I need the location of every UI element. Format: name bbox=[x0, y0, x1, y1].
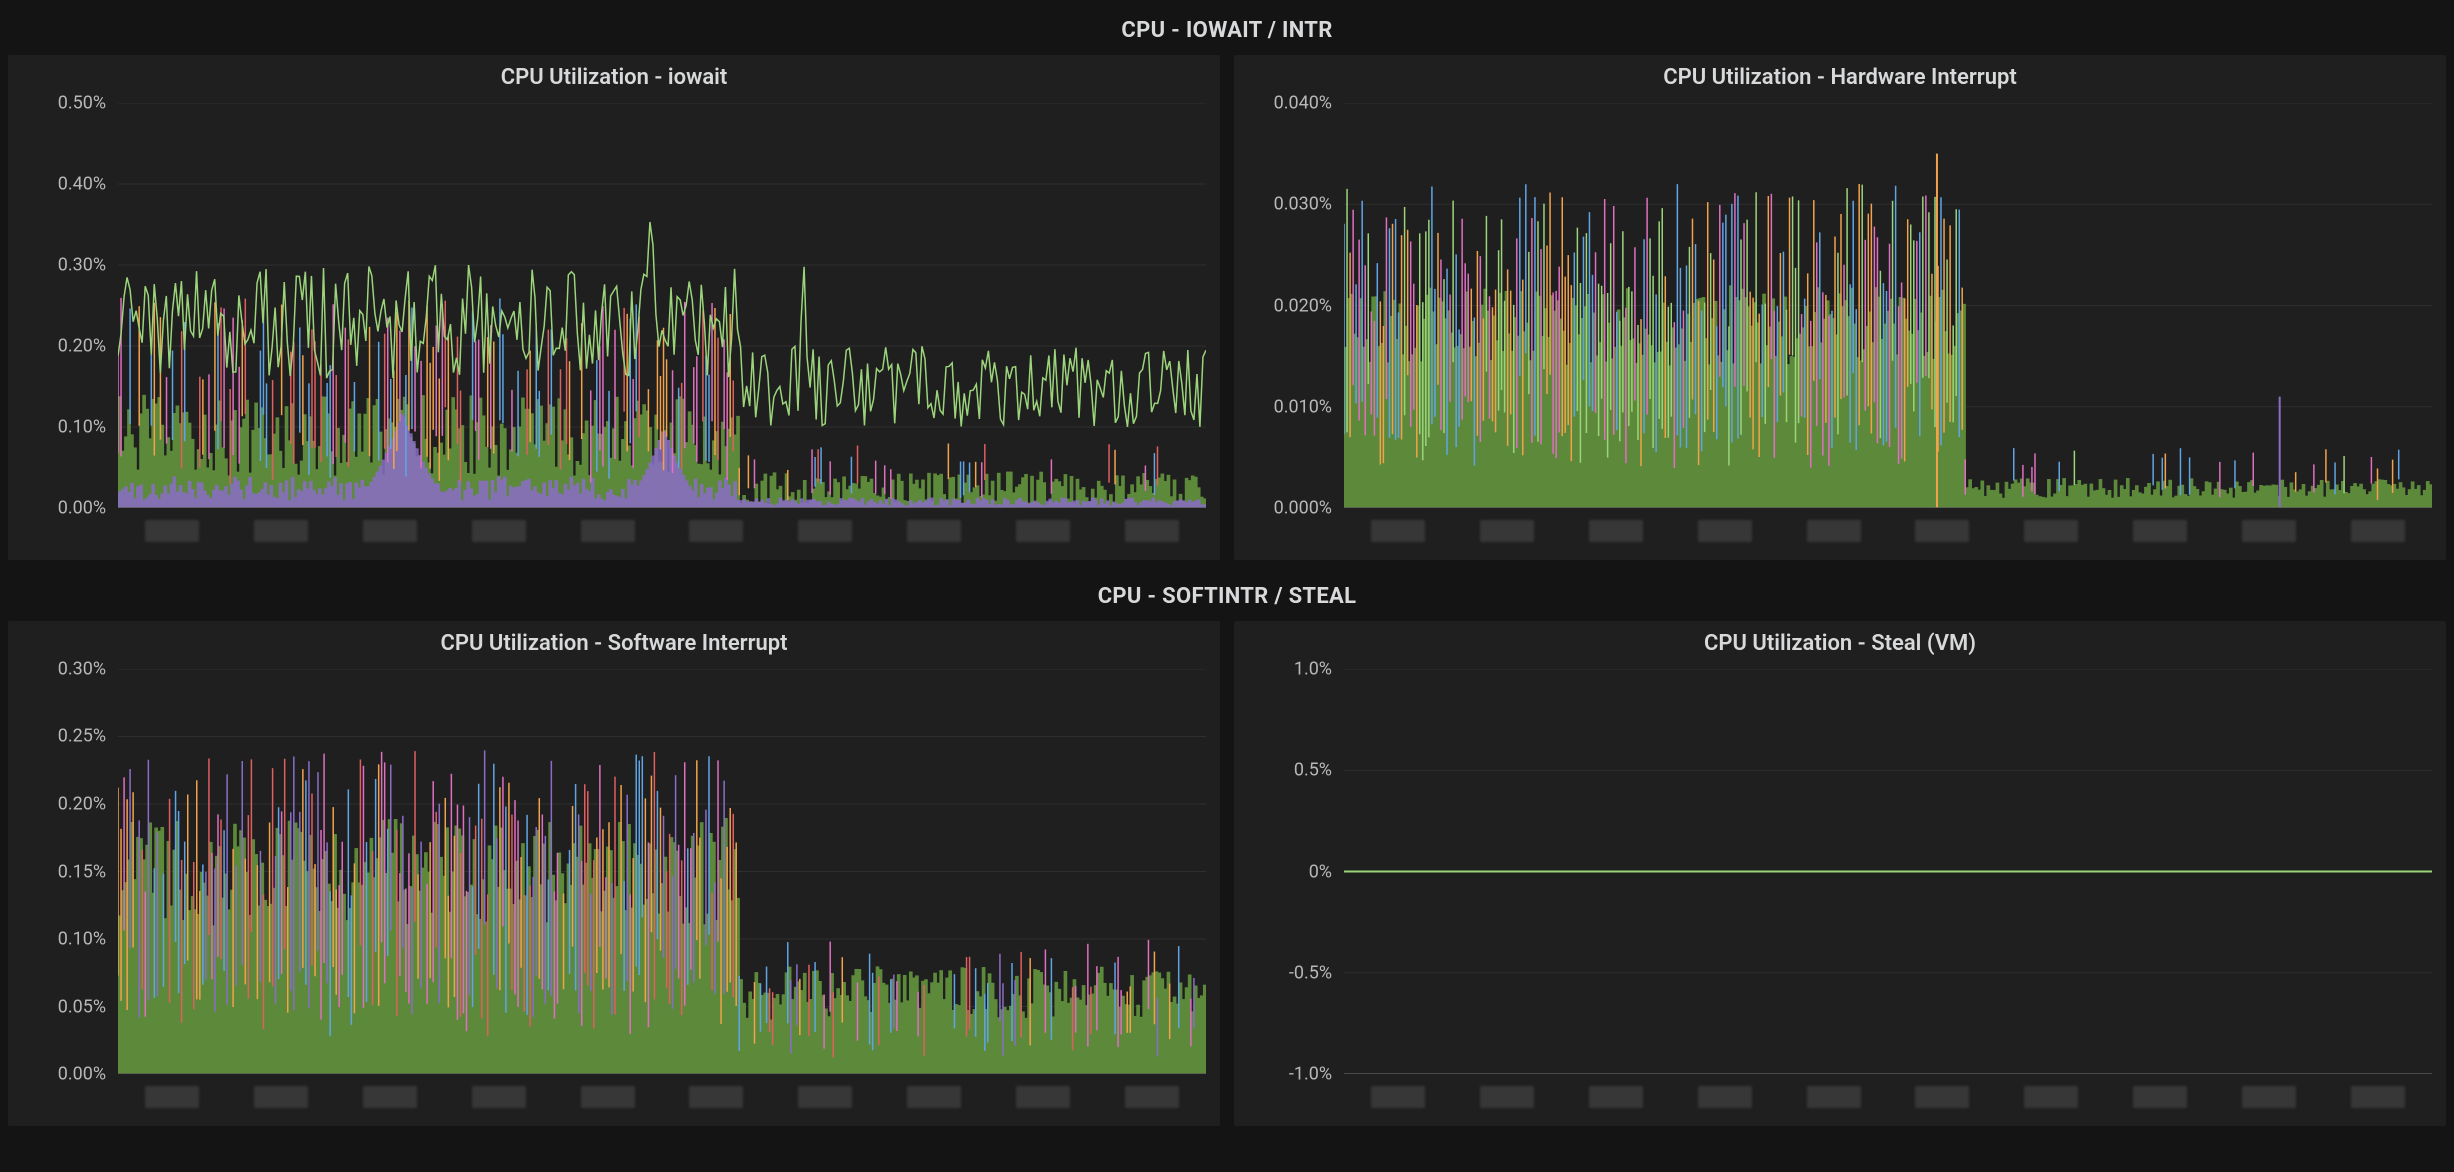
x-tick-redacted bbox=[254, 1086, 308, 1108]
y-tick-label: 0.040% bbox=[1274, 93, 1332, 114]
x-tick-redacted bbox=[689, 520, 743, 542]
x-tick-redacted bbox=[1807, 520, 1861, 542]
panel-row: CPU Utilization - Software Interrupt 0.00… bbox=[8, 621, 2446, 1126]
y-axis: 0.000%0.010%0.020%0.030%0.040% bbox=[1234, 103, 1340, 508]
dashboard: CPU - IOWAIT / INTRCPU Utilization - iow… bbox=[0, 0, 2454, 1148]
panel-title: CPU Utilization - Software Interrupt bbox=[8, 621, 1220, 662]
y-axis: 0.00%0.05%0.10%0.15%0.20%0.25%0.30% bbox=[8, 669, 114, 1074]
row-header[interactable]: CPU - SOFTINTR / STEAL bbox=[8, 574, 2446, 621]
x-axis bbox=[1344, 520, 2432, 550]
x-tick-redacted bbox=[145, 520, 199, 542]
x-tick-redacted bbox=[1698, 520, 1752, 542]
x-axis bbox=[1344, 1086, 2432, 1116]
x-tick-redacted bbox=[472, 520, 526, 542]
row-header[interactable]: CPU - IOWAIT / INTR bbox=[8, 8, 2446, 55]
x-tick-redacted bbox=[1125, 520, 1179, 542]
panel-row: CPU Utilization - iowait 0.00% 0.10% 0.20% 0… bbox=[8, 55, 2446, 560]
x-tick-redacted bbox=[689, 1086, 743, 1108]
x-tick-redacted bbox=[798, 520, 852, 542]
y-tick-label: 0.000% bbox=[1274, 498, 1332, 519]
y-tick-label: 1.0% bbox=[1294, 659, 1332, 680]
x-tick-redacted bbox=[1371, 1086, 1425, 1108]
y-tick-label: 0.30% bbox=[58, 659, 106, 680]
y-tick-label: 0.010% bbox=[1274, 396, 1332, 417]
x-tick-redacted bbox=[145, 1086, 199, 1108]
x-tick-redacted bbox=[363, 1086, 417, 1108]
x-tick-redacted bbox=[1480, 520, 1534, 542]
x-tick-redacted bbox=[1016, 520, 1070, 542]
panel-softintr[interactable]: CPU Utilization - Software Interrupt 0.00… bbox=[8, 621, 1220, 1126]
y-tick-label: 0.10% bbox=[58, 928, 106, 949]
y-tick-label: 0.15% bbox=[58, 861, 106, 882]
x-tick-redacted bbox=[798, 1086, 852, 1108]
x-tick-redacted bbox=[1589, 520, 1643, 542]
chart-area[interactable] bbox=[1344, 103, 2432, 508]
y-tick-label: 0.00% bbox=[58, 1064, 106, 1085]
x-tick-redacted bbox=[2351, 1086, 2405, 1108]
x-tick-redacted bbox=[581, 1086, 635, 1108]
x-tick-redacted bbox=[472, 1086, 526, 1108]
x-tick-redacted bbox=[2024, 520, 2078, 542]
x-tick-redacted bbox=[254, 520, 308, 542]
x-tick-redacted bbox=[1915, 1086, 1969, 1108]
x-axis bbox=[118, 1086, 1206, 1116]
y-tick-label: 0.05% bbox=[58, 996, 106, 1017]
y-tick-label: 0.020% bbox=[1274, 295, 1332, 316]
y-tick-label: -1.0% bbox=[1289, 1064, 1332, 1085]
panel-title: CPU Utilization - Steal (VM) bbox=[1234, 621, 2446, 662]
y-tick-label: 0.10% bbox=[58, 417, 106, 438]
y-tick-label: 0.40% bbox=[58, 174, 106, 195]
y-tick-label: 0.20% bbox=[58, 793, 106, 814]
x-tick-redacted bbox=[1589, 1086, 1643, 1108]
y-tick-label: 0.5% bbox=[1294, 760, 1332, 781]
x-tick-redacted bbox=[2351, 520, 2405, 542]
chart-area[interactable] bbox=[118, 103, 1206, 508]
x-tick-redacted bbox=[2024, 1086, 2078, 1108]
x-tick-redacted bbox=[581, 520, 635, 542]
y-tick-label: 0.030% bbox=[1274, 194, 1332, 215]
y-tick-label: 0.25% bbox=[58, 726, 106, 747]
x-tick-redacted bbox=[2242, 1086, 2296, 1108]
panel-iowait[interactable]: CPU Utilization - iowait 0.00% 0.10% 0.20% 0… bbox=[8, 55, 1220, 560]
x-tick-redacted bbox=[1125, 1086, 1179, 1108]
x-tick-redacted bbox=[907, 520, 961, 542]
panel-hwintr[interactable]: CPU Utilization - Hardware Interrupt 0.00… bbox=[1234, 55, 2446, 560]
panel-title: CPU Utilization - iowait bbox=[8, 55, 1220, 96]
x-tick-redacted bbox=[2133, 520, 2187, 542]
panel-title: CPU Utilization - Hardware Interrupt bbox=[1234, 55, 2446, 96]
x-tick-redacted bbox=[1480, 1086, 1534, 1108]
x-tick-redacted bbox=[907, 1086, 961, 1108]
chart-area[interactable] bbox=[118, 669, 1206, 1074]
y-tick-label: 0.50% bbox=[58, 93, 106, 114]
panel-steal[interactable]: CPU Utilization - Steal (VM) -1.0% -0.5% 0%… bbox=[1234, 621, 2446, 1126]
x-axis bbox=[118, 520, 1206, 550]
x-tick-redacted bbox=[1698, 1086, 1752, 1108]
chart-area[interactable] bbox=[1344, 669, 2432, 1074]
x-tick-redacted bbox=[1371, 520, 1425, 542]
x-tick-redacted bbox=[1915, 520, 1969, 542]
y-axis: -1.0%-0.5%0%0.5%1.0% bbox=[1234, 669, 1340, 1074]
x-tick-redacted bbox=[363, 520, 417, 542]
y-tick-label: 0.00% bbox=[58, 498, 106, 519]
y-axis: 0.00%0.10%0.20%0.30%0.40%0.50% bbox=[8, 103, 114, 508]
y-tick-label: 0% bbox=[1309, 861, 1332, 882]
x-tick-redacted bbox=[1016, 1086, 1070, 1108]
x-tick-redacted bbox=[2133, 1086, 2187, 1108]
x-tick-redacted bbox=[2242, 520, 2296, 542]
y-tick-label: 0.30% bbox=[58, 255, 106, 276]
x-tick-redacted bbox=[1807, 1086, 1861, 1108]
y-tick-label: -0.5% bbox=[1289, 962, 1332, 983]
y-tick-label: 0.20% bbox=[58, 336, 106, 357]
